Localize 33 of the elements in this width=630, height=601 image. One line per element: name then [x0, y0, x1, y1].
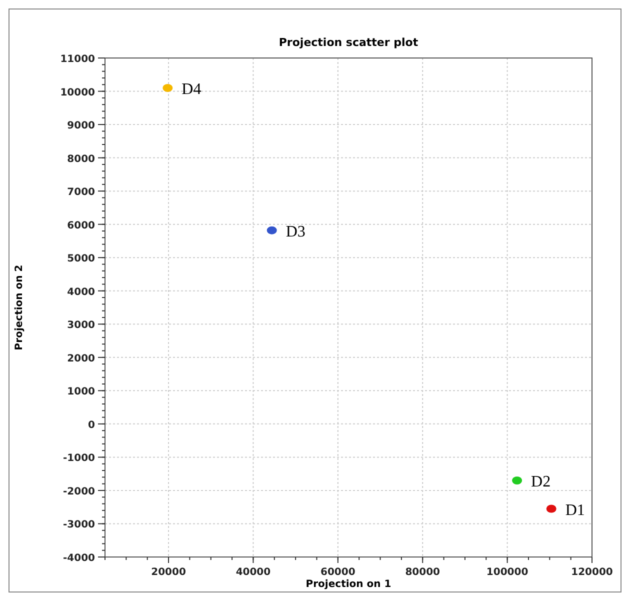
x-axis-title: Projection on 1	[306, 579, 392, 590]
series-label: D2	[531, 473, 551, 490]
point	[546, 504, 556, 513]
y-axis-title: Projection on 2	[14, 264, 25, 350]
point	[162, 84, 173, 92]
y-tick-label: -4000	[63, 553, 96, 564]
point	[266, 226, 277, 234]
series-label: D1	[565, 502, 585, 519]
y-tick-label: 3000	[67, 320, 96, 332]
x-tick-label: 40000	[236, 567, 271, 578]
y-tick-label: -1000	[63, 453, 96, 464]
x-tick-label: 20000	[151, 567, 186, 578]
chart-title: Projection scatter plot	[278, 36, 418, 49]
x-tick-label: 120000	[571, 567, 613, 578]
y-tick-label: 1000	[67, 386, 96, 398]
y-tick-label: 8000	[67, 154, 96, 165]
y-tick-label: -3000	[63, 520, 96, 531]
y-tick-label: 4000	[67, 286, 96, 298]
y-tick-label: 0	[88, 420, 96, 431]
series-label: D3	[286, 223, 306, 240]
x-tick-label: 80000	[405, 567, 440, 578]
series-label: D4	[182, 80, 202, 98]
y-tick-label: 9000	[67, 120, 96, 132]
x-tick-label: 60000	[320, 567, 356, 578]
y-tick-label: -2000	[63, 486, 96, 498]
y-tick-label: 5000	[67, 254, 96, 265]
x-tick-label: 100000	[486, 567, 528, 578]
y-tick-label: 6000	[67, 220, 96, 232]
point	[512, 476, 522, 484]
y-tick-label: 11000	[60, 54, 96, 65]
y-tick-label: 2000	[67, 353, 96, 364]
y-tick-label: 7000	[67, 187, 96, 198]
y-tick-label: 10000	[60, 87, 96, 98]
